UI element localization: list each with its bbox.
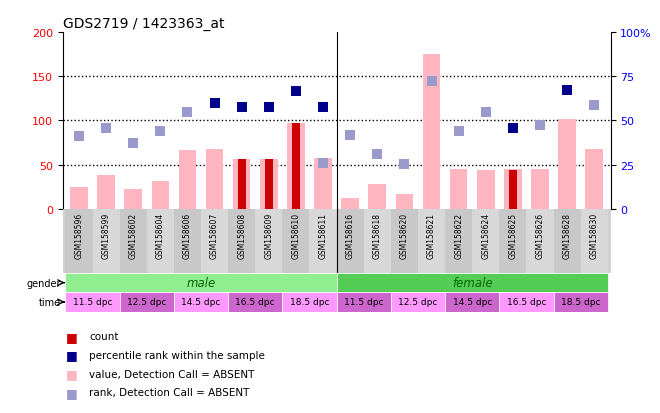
Text: GSM158618: GSM158618 xyxy=(373,212,381,259)
Bar xyxy=(179,151,196,209)
Bar xyxy=(450,170,467,209)
Bar xyxy=(174,292,228,312)
Text: 18.5 dpc: 18.5 dpc xyxy=(561,298,601,307)
Bar xyxy=(445,292,500,312)
Bar xyxy=(395,194,413,209)
Bar xyxy=(238,160,246,209)
Bar xyxy=(152,181,169,209)
Bar xyxy=(310,209,337,273)
Bar xyxy=(581,209,608,273)
Bar xyxy=(119,209,147,273)
Text: GSM158608: GSM158608 xyxy=(237,212,246,259)
Bar xyxy=(292,124,300,209)
Text: value, Detection Call = ABSENT: value, Detection Call = ABSENT xyxy=(89,369,255,379)
Text: 16.5 dpc: 16.5 dpc xyxy=(236,298,275,307)
Text: GSM158622: GSM158622 xyxy=(454,212,463,259)
Bar xyxy=(472,209,500,273)
Bar xyxy=(418,209,445,273)
Text: GSM158604: GSM158604 xyxy=(156,212,165,259)
Bar xyxy=(92,209,119,273)
Bar xyxy=(233,160,251,209)
Text: 18.5 dpc: 18.5 dpc xyxy=(290,298,329,307)
Text: ■: ■ xyxy=(66,367,78,380)
Bar xyxy=(509,171,517,209)
Text: ■: ■ xyxy=(66,330,78,343)
Text: 12.5 dpc: 12.5 dpc xyxy=(398,298,438,307)
Bar xyxy=(228,292,282,312)
Text: gender: gender xyxy=(27,278,61,288)
Text: GSM158606: GSM158606 xyxy=(183,212,192,259)
Text: GSM158609: GSM158609 xyxy=(264,212,273,259)
Bar xyxy=(228,209,255,273)
Text: count: count xyxy=(89,332,119,342)
Text: GSM158599: GSM158599 xyxy=(102,212,111,259)
Text: 16.5 dpc: 16.5 dpc xyxy=(507,298,546,307)
Text: ■: ■ xyxy=(66,349,78,362)
Bar xyxy=(500,209,527,273)
Text: 12.5 dpc: 12.5 dpc xyxy=(127,298,166,307)
Text: GSM158630: GSM158630 xyxy=(590,212,599,259)
Bar xyxy=(337,209,364,273)
Bar xyxy=(391,209,418,273)
Bar xyxy=(337,273,608,292)
Text: female: female xyxy=(452,276,492,290)
Bar xyxy=(477,171,494,209)
Bar xyxy=(65,292,119,312)
Bar xyxy=(445,209,472,273)
Bar xyxy=(554,292,608,312)
Bar xyxy=(97,176,115,209)
Text: 11.5 dpc: 11.5 dpc xyxy=(73,298,112,307)
Text: GSM158620: GSM158620 xyxy=(400,212,409,259)
Bar xyxy=(341,199,359,209)
Bar xyxy=(531,170,549,209)
Bar xyxy=(65,273,337,292)
Bar xyxy=(282,209,310,273)
Bar xyxy=(287,124,305,209)
Text: 14.5 dpc: 14.5 dpc xyxy=(453,298,492,307)
Text: GSM158625: GSM158625 xyxy=(508,212,517,259)
Bar xyxy=(422,55,440,209)
Bar xyxy=(206,150,223,209)
Bar xyxy=(124,190,142,209)
Text: GSM158626: GSM158626 xyxy=(535,212,544,259)
Text: GSM158610: GSM158610 xyxy=(292,212,300,259)
Text: ■: ■ xyxy=(66,386,78,399)
Bar xyxy=(500,292,554,312)
Text: male: male xyxy=(186,276,216,290)
Bar xyxy=(337,292,391,312)
Text: GSM158621: GSM158621 xyxy=(427,212,436,259)
Bar xyxy=(558,119,576,209)
Bar xyxy=(504,170,521,209)
Bar xyxy=(391,292,445,312)
Bar xyxy=(585,150,603,209)
Text: 14.5 dpc: 14.5 dpc xyxy=(182,298,220,307)
Bar xyxy=(282,292,337,312)
Bar xyxy=(527,209,554,273)
Text: GSM158602: GSM158602 xyxy=(129,212,138,259)
Bar xyxy=(364,209,391,273)
Bar xyxy=(265,160,273,209)
Bar xyxy=(255,209,282,273)
Text: 11.5 dpc: 11.5 dpc xyxy=(344,298,383,307)
Text: GSM158596: GSM158596 xyxy=(75,212,83,259)
Bar xyxy=(65,209,92,273)
Text: GDS2719 / 1423363_at: GDS2719 / 1423363_at xyxy=(63,17,224,31)
Text: rank, Detection Call = ABSENT: rank, Detection Call = ABSENT xyxy=(89,387,249,397)
Bar xyxy=(70,187,88,209)
Text: time: time xyxy=(39,297,61,307)
Text: GSM158607: GSM158607 xyxy=(210,212,219,259)
Bar xyxy=(119,292,174,312)
Text: GSM158628: GSM158628 xyxy=(562,212,572,259)
Bar xyxy=(368,185,386,209)
Bar xyxy=(260,160,278,209)
Bar xyxy=(174,209,201,273)
Text: GSM158611: GSM158611 xyxy=(319,212,327,259)
Text: percentile rank within the sample: percentile rank within the sample xyxy=(89,350,265,360)
Bar xyxy=(147,209,174,273)
Bar xyxy=(201,209,228,273)
Bar xyxy=(554,209,581,273)
Text: GSM158616: GSM158616 xyxy=(346,212,354,259)
Bar xyxy=(314,159,332,209)
Text: GSM158624: GSM158624 xyxy=(481,212,490,259)
